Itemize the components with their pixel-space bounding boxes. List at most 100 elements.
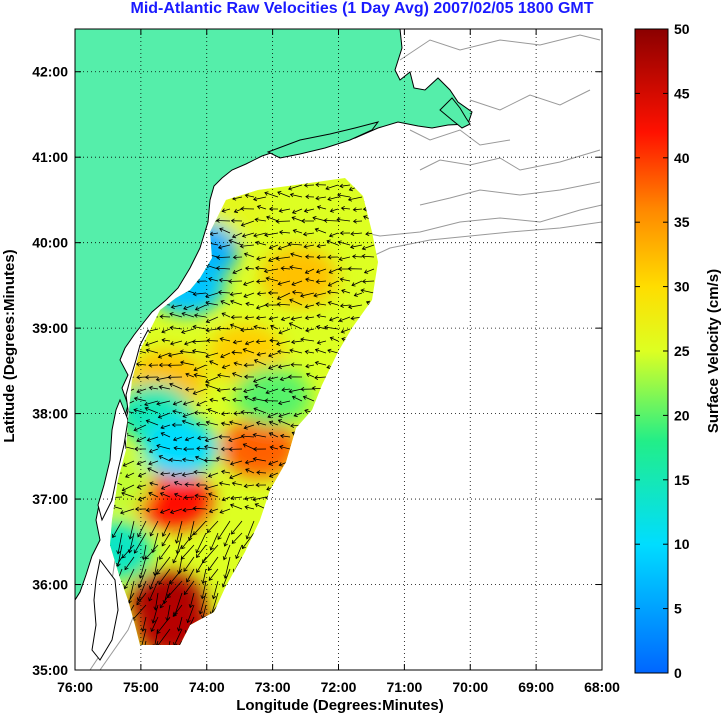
velocity-arrow xyxy=(347,266,363,272)
velocity-arrow xyxy=(205,316,219,324)
velocity-arrow xyxy=(203,458,219,463)
velocity-arrow xyxy=(204,436,219,443)
velocity-arrow xyxy=(268,420,279,426)
velocity-arrow xyxy=(133,424,147,432)
velocity-arrow xyxy=(255,482,267,488)
velocity-arrow xyxy=(314,227,327,234)
velocity-arrow xyxy=(138,556,147,579)
colorbar-tick-label: 25 xyxy=(674,343,690,359)
velocity-arrow xyxy=(200,580,207,600)
velocity-arrow xyxy=(183,304,195,311)
y-tick-label: 38:00 xyxy=(32,406,68,422)
velocity-arrow xyxy=(340,206,351,211)
velocity-arrow xyxy=(217,244,231,250)
velocity-arrow xyxy=(144,400,159,407)
velocity-arrow xyxy=(347,196,363,202)
x-tick-label: 68:00 xyxy=(584,679,620,695)
y-tick-label: 40:00 xyxy=(32,235,68,251)
velocity-arrow xyxy=(275,219,291,224)
velocity-arrow xyxy=(121,491,135,498)
velocity-arrow xyxy=(329,208,339,213)
velocity-arrow xyxy=(148,362,159,368)
velocity-arrow xyxy=(161,328,171,334)
velocity-arrow xyxy=(167,374,183,380)
velocity-arrow xyxy=(361,253,375,259)
velocity-arrow xyxy=(291,216,303,222)
velocity-arrow xyxy=(304,304,315,309)
velocity-arrow xyxy=(135,361,147,367)
velocity-arrow xyxy=(233,361,243,366)
velocity-arrow xyxy=(173,445,183,451)
velocity-arrow xyxy=(303,208,315,213)
velocity-arrow xyxy=(243,388,255,394)
velocity-arrow xyxy=(193,372,207,378)
velocity-arrow xyxy=(186,604,195,624)
velocity-arrow xyxy=(263,268,279,274)
velocity-arrow xyxy=(268,460,279,466)
cape-cod xyxy=(439,97,471,129)
velocity-arrow xyxy=(241,232,255,238)
velocity-arrow xyxy=(159,592,171,609)
velocity-arrow xyxy=(329,336,339,342)
velocity-arrow xyxy=(231,520,243,535)
velocity-arrow xyxy=(168,457,183,463)
velocity-arrow xyxy=(288,388,303,394)
velocity-arrow xyxy=(181,328,195,334)
velocity-arrow xyxy=(277,364,291,369)
velocity-arrow xyxy=(195,482,206,488)
velocity-arrow xyxy=(228,279,243,284)
velocity-arrow xyxy=(268,364,279,370)
velocity-arrow xyxy=(152,628,159,645)
velocity-arrow xyxy=(159,544,171,560)
velocity-arrow xyxy=(144,406,159,414)
velocity-arrow xyxy=(361,244,375,251)
velocity-arrow xyxy=(207,472,219,478)
velocity-arrow xyxy=(169,382,183,390)
velocity-arrow xyxy=(255,240,267,246)
velocity-arrow xyxy=(141,544,147,561)
velocity-arrow xyxy=(243,496,255,501)
velocity-arrow xyxy=(316,254,327,260)
velocity-arrow xyxy=(183,446,195,452)
velocity-arrow xyxy=(151,604,159,624)
velocity-arrow xyxy=(181,419,195,426)
velocity-arrow xyxy=(215,265,231,271)
velocity-arrow xyxy=(208,568,219,581)
velocity-arrow xyxy=(292,228,303,234)
velocity-arrow xyxy=(201,568,207,585)
velocity-arrow xyxy=(244,460,255,465)
velocity-arrow xyxy=(244,315,255,320)
colorbar-tick-label: 35 xyxy=(674,214,690,230)
velocity-arrow xyxy=(352,207,363,212)
velocity-arrow xyxy=(136,460,147,466)
velocity-arrow xyxy=(137,580,147,602)
velocity-arrow xyxy=(303,244,315,249)
velocity-arrow xyxy=(229,420,243,426)
velocity-arrow xyxy=(149,481,159,486)
velocity-arrow xyxy=(195,421,207,427)
velocity-arrow xyxy=(290,362,303,368)
y-tick-label: 39:00 xyxy=(32,320,68,336)
velocity-arrow xyxy=(242,348,255,354)
velocity-arrow xyxy=(252,376,267,383)
velocity-arrow xyxy=(159,492,171,498)
velocity-arrow xyxy=(219,337,231,342)
velocity-arrow xyxy=(327,300,339,306)
velocity-region-shelf-break-red xyxy=(221,417,298,478)
velocity-arrow xyxy=(314,375,327,380)
velocity-arrow xyxy=(221,312,231,318)
velocity-arrow xyxy=(229,472,243,480)
chart-title: Mid-Atlantic Raw Velocities (1 Day Avg) … xyxy=(130,0,594,17)
velocity-arrow xyxy=(156,444,171,450)
velocity-arrow xyxy=(328,268,339,274)
velocity-arrow xyxy=(209,360,219,366)
velocity-arrow xyxy=(188,592,195,609)
velocity-arrow xyxy=(194,304,207,311)
velocity-arrow xyxy=(145,419,159,426)
velocity-arrow xyxy=(339,183,351,189)
velocity-arrow xyxy=(256,351,267,357)
velocity-arrow xyxy=(347,304,363,310)
velocity-arrow xyxy=(125,472,135,478)
velocity-arrow xyxy=(157,412,171,419)
velocity-arrow xyxy=(276,292,291,300)
